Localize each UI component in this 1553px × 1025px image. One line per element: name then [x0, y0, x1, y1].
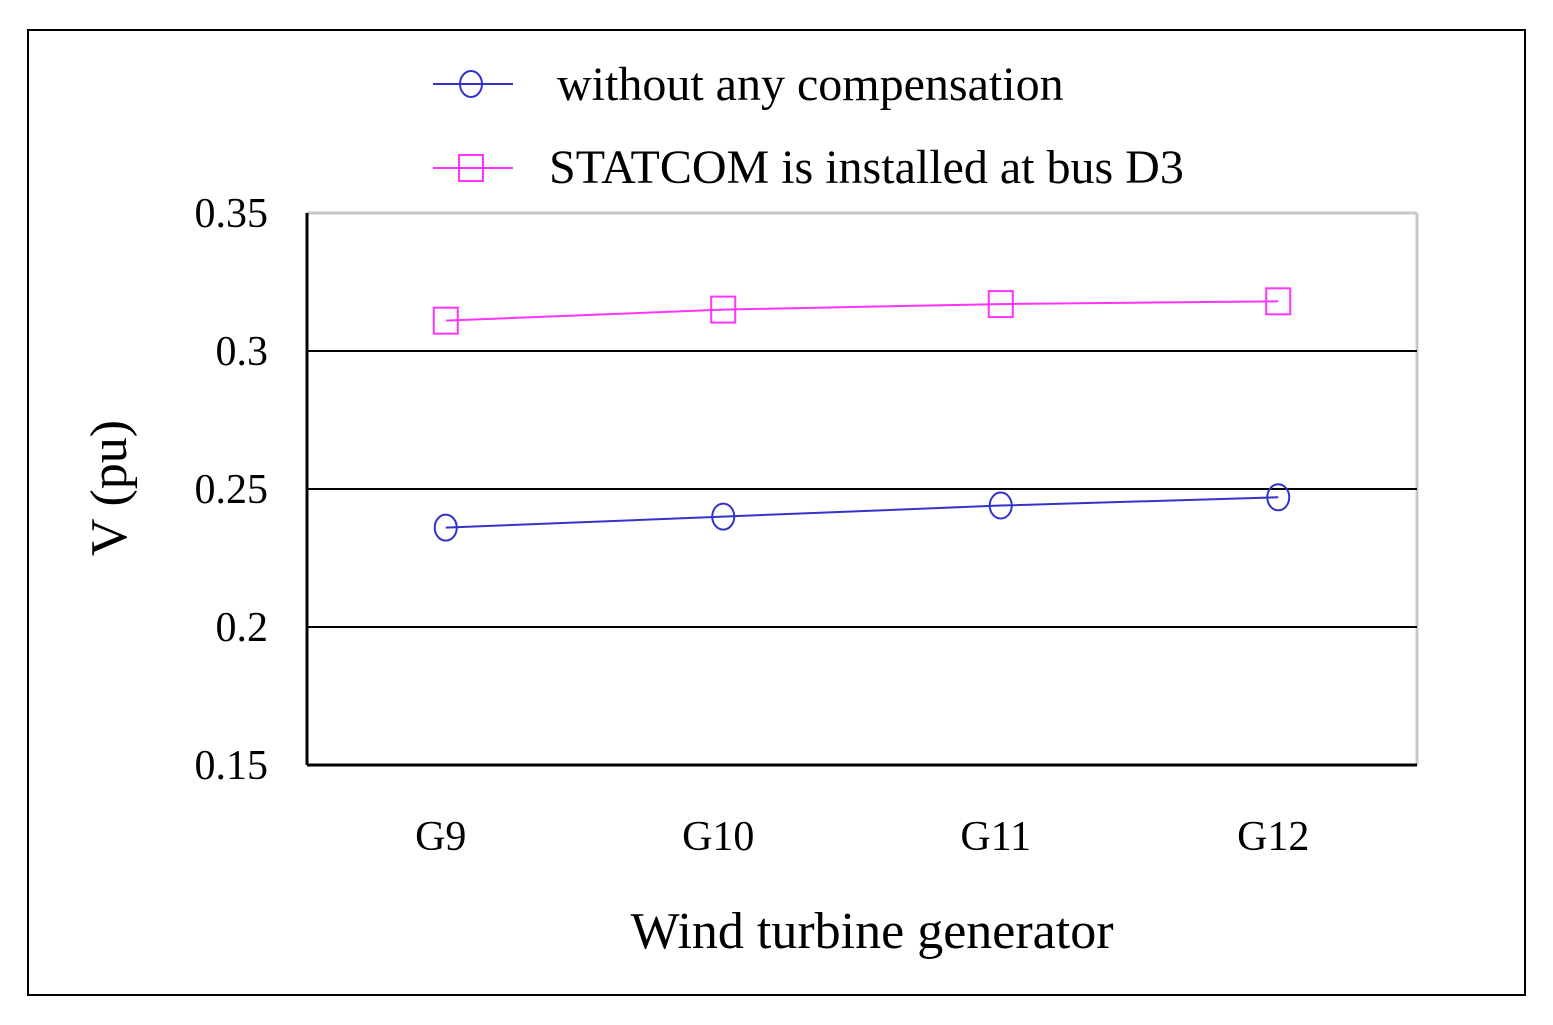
x-tick-label: G9 — [415, 814, 466, 860]
data-point — [987, 290, 1014, 319]
legend-entry-without-compensation: without any compensation — [433, 58, 1064, 111]
series-line — [445, 300, 1279, 322]
y-tick-label: 0.15 — [195, 743, 269, 789]
gridlines — [307, 350, 1417, 628]
data-point — [988, 491, 1013, 520]
legend-marker-circle — [459, 70, 483, 98]
legend-entry-statcom: STATCOM is installed at bus D3 — [433, 141, 1184, 194]
y-tick-label: 0.35 — [195, 191, 269, 237]
y-tick-label: 0.2 — [216, 605, 269, 651]
data-point — [711, 502, 736, 531]
series-1 — [433, 483, 1291, 542]
data-point — [710, 295, 737, 324]
data-point — [1266, 483, 1291, 512]
legend-label-without-compensation: without any compensation — [557, 58, 1064, 111]
x-tick-label: G12 — [1237, 814, 1309, 860]
series-layer — [432, 287, 1292, 542]
legend: without any compensation STATCOM is inst… — [433, 58, 1184, 194]
series-2 — [432, 287, 1292, 335]
data-point — [1265, 287, 1292, 316]
y-tick-label: 0.3 — [216, 329, 269, 375]
data-point — [433, 513, 458, 542]
legend-marker-square — [458, 154, 484, 182]
x-axis-title: Wind turbine generator — [630, 903, 1113, 960]
y-tick-label: 0.25 — [195, 467, 269, 513]
y-axis-title: V (pu) — [81, 420, 138, 556]
series-line — [445, 496, 1279, 529]
x-tick-label: G11 — [960, 814, 1031, 860]
figure-border — [27, 29, 1526, 996]
data-point — [432, 306, 459, 335]
x-axis-ticks: G9 G10 G11 G12 — [415, 814, 1309, 860]
y-axis-ticks: 0.35 0.3 0.25 0.2 0.15 — [195, 191, 269, 789]
x-tick-label: G10 — [682, 814, 754, 860]
legend-label-statcom: STATCOM is installed at bus D3 — [549, 141, 1184, 194]
